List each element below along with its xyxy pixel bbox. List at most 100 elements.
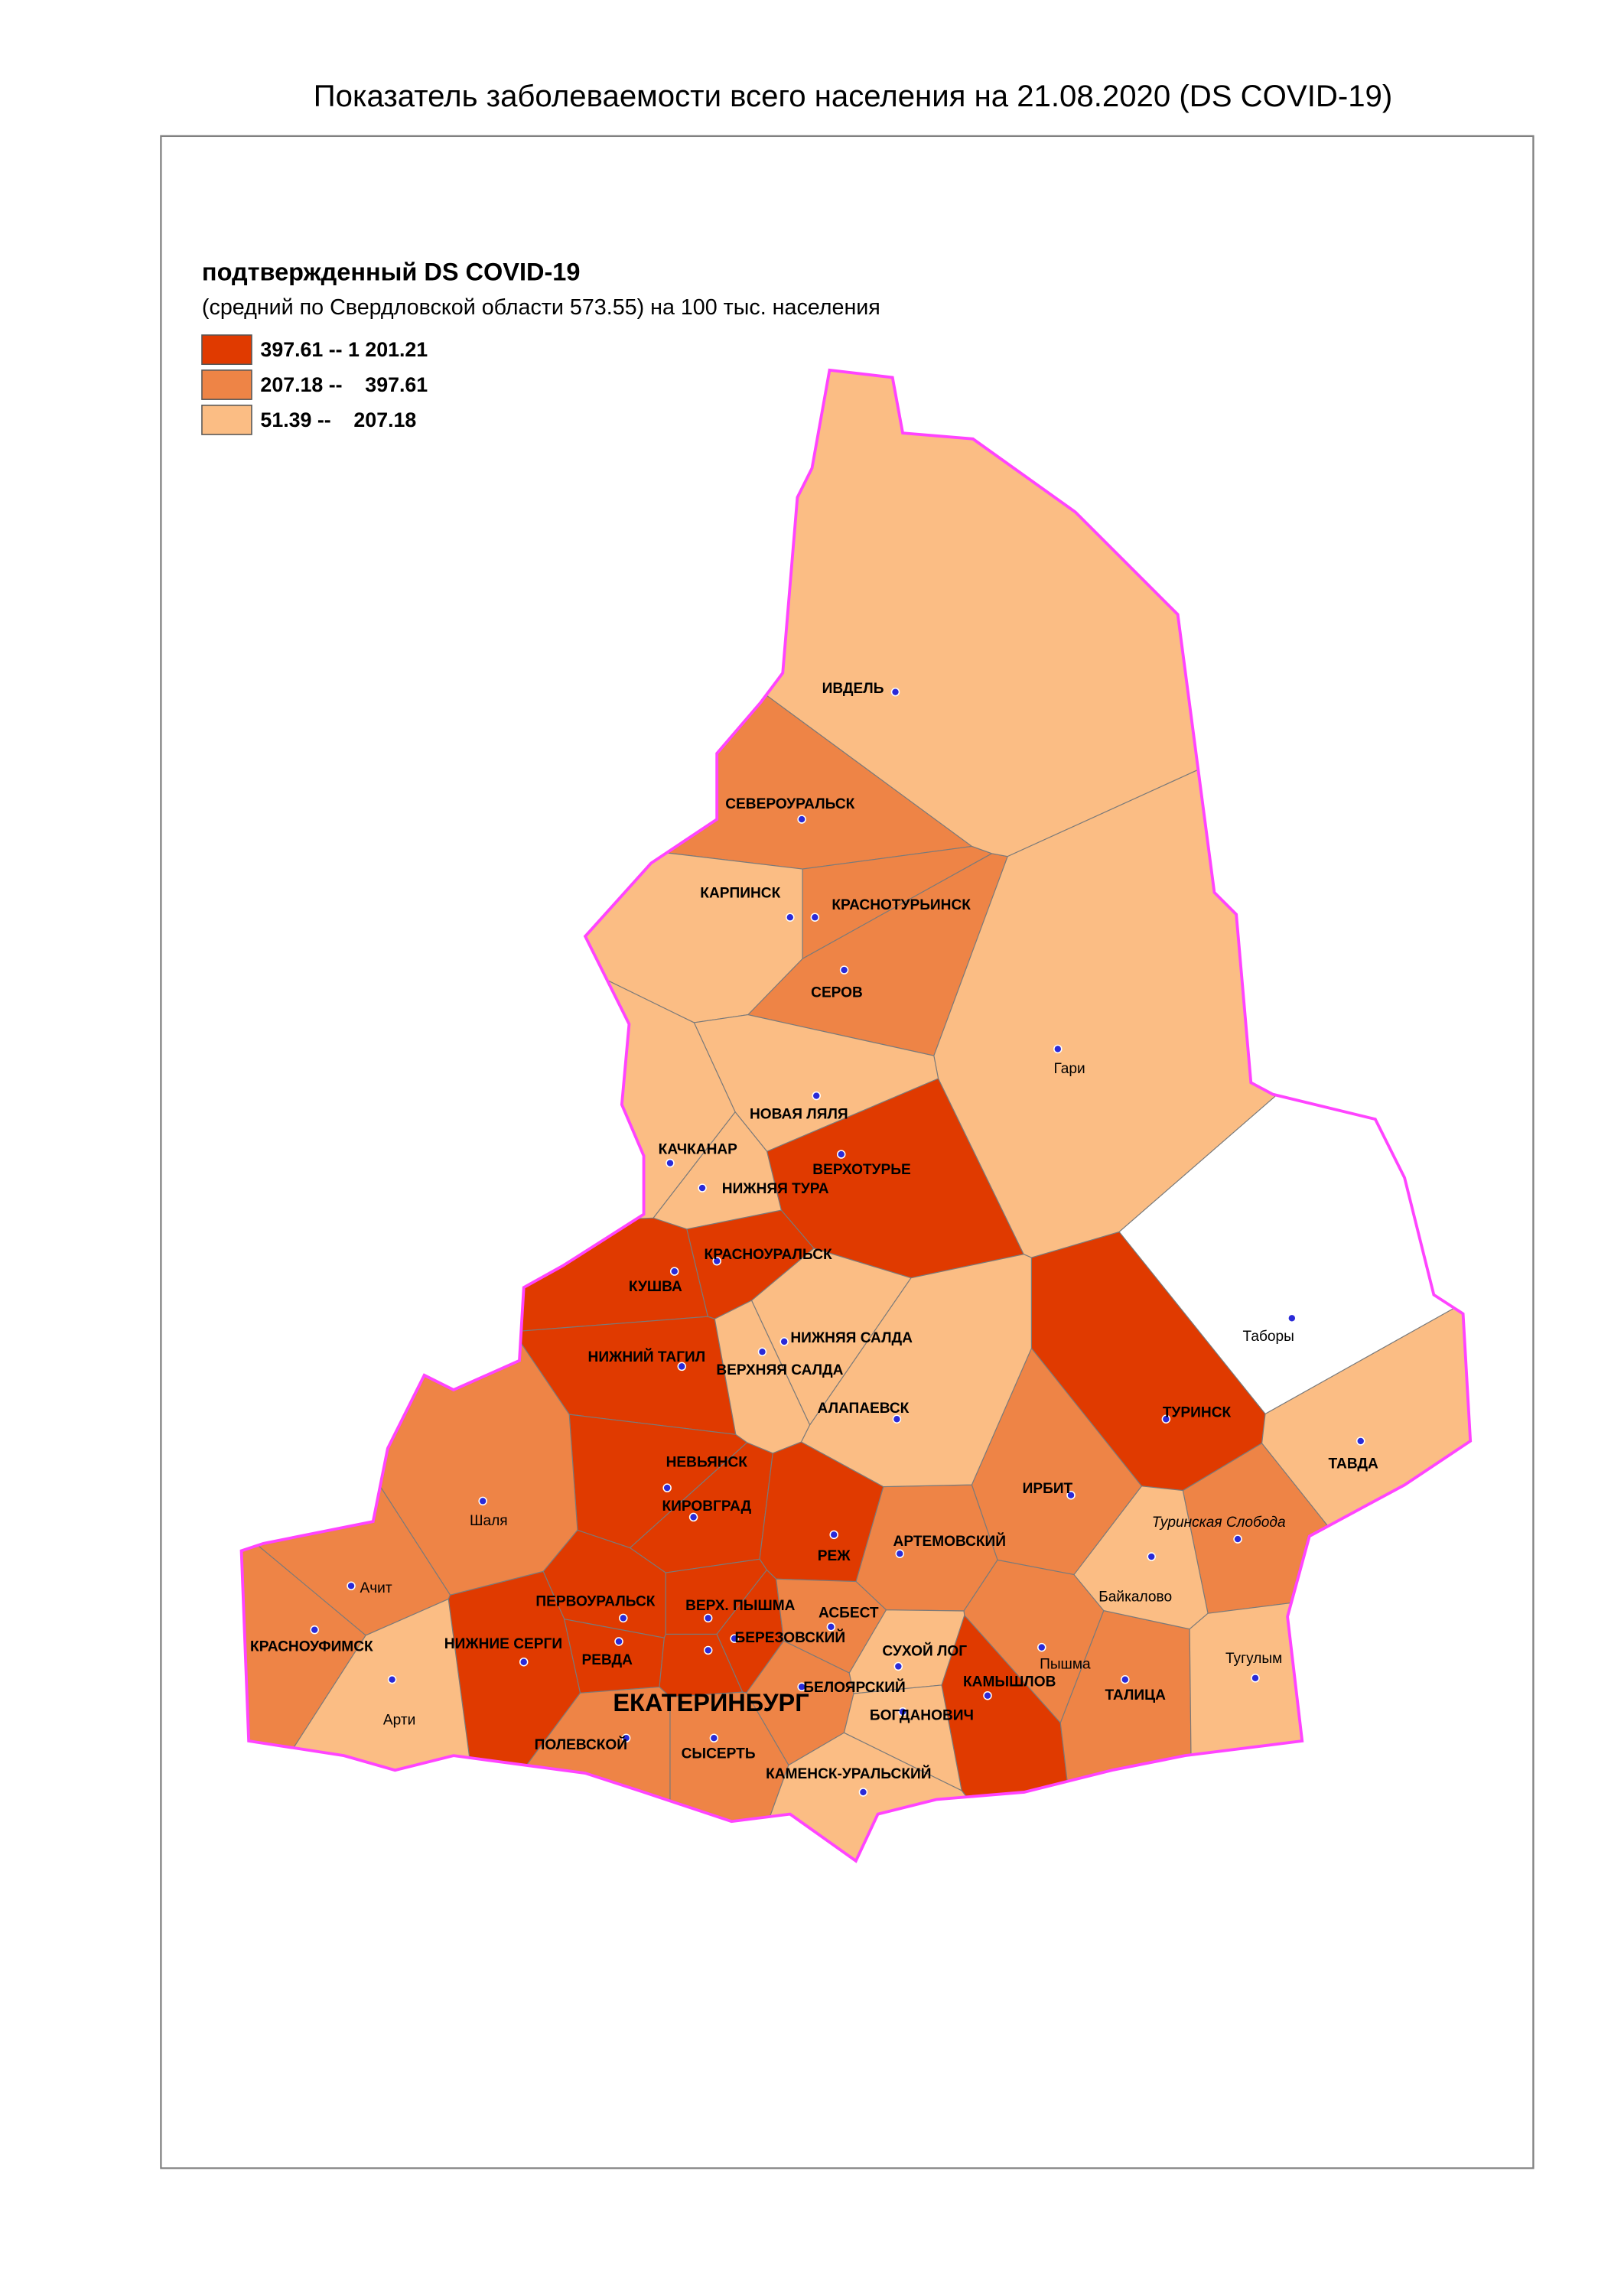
city-dot bbox=[893, 1661, 903, 1671]
place-label: БЕРЕЗОВСКИЙ bbox=[735, 1629, 846, 1646]
place-label: Ачит bbox=[360, 1580, 392, 1596]
place-label: ВЕРХ. ПЫШМА bbox=[685, 1598, 795, 1614]
place-label: РЕЖ bbox=[818, 1548, 851, 1564]
city-dot bbox=[703, 1613, 713, 1623]
place-label: КАМЕНСК-УРАЛЬСКИЙ bbox=[766, 1765, 931, 1782]
overlay: ВЕРХОТУРЬЕ КРАСНОУРАЛЬСК КУШВА НИЖНИЙ ТАГИЛ… bbox=[239, 368, 1473, 1863]
place-label: НОВАЯ ЛЯЛЯ bbox=[750, 1106, 848, 1122]
place-label: СЕВЕРОУРАЛЬСК bbox=[725, 796, 854, 812]
map-title: Показатель заболеваемости всего населени… bbox=[314, 79, 1392, 113]
regions bbox=[241, 369, 1471, 1861]
legend-swatch bbox=[201, 405, 252, 435]
place-label: КУШВА bbox=[629, 1279, 682, 1295]
place-label: СУХОЙ ЛОГ bbox=[882, 1642, 967, 1659]
city-dot bbox=[1356, 1437, 1365, 1446]
city-dot bbox=[1287, 1313, 1297, 1323]
place-label: ИВДЕЛЬ bbox=[822, 681, 884, 697]
city-dot bbox=[829, 1530, 838, 1540]
city-dot bbox=[310, 1625, 319, 1635]
city-dot bbox=[688, 1512, 698, 1522]
place-label: СЕРОВ bbox=[811, 985, 863, 1001]
city-dot bbox=[387, 1674, 397, 1684]
city-dot bbox=[730, 1634, 739, 1643]
legend-label: 51.39 -- 207.18 bbox=[260, 408, 416, 431]
place-label: КРАСНОУФИМСК bbox=[250, 1639, 373, 1655]
city-dot bbox=[810, 913, 820, 922]
city-dot bbox=[812, 1091, 821, 1101]
legend-label: 397.61 -- 1 201.21 bbox=[260, 338, 428, 361]
region bbox=[1189, 1591, 1471, 1861]
place-label: ПОЛЕВСКОЙ bbox=[535, 1736, 627, 1753]
place-label: Байкалово bbox=[1098, 1590, 1172, 1606]
city-dot bbox=[519, 1658, 529, 1667]
city-dot bbox=[347, 1581, 356, 1591]
city-dot bbox=[837, 1150, 846, 1159]
place-label: ИРБИТ bbox=[1023, 1481, 1073, 1497]
place-label: НИЖНЯЯ САЛДА bbox=[790, 1330, 913, 1346]
city-dot bbox=[1251, 1674, 1260, 1683]
place-label: НЕВЬЯНСК bbox=[666, 1455, 748, 1471]
city-dot bbox=[1066, 1490, 1076, 1500]
place-label: АЛАПАЕВСК bbox=[818, 1401, 910, 1417]
city-dot bbox=[757, 1347, 767, 1357]
place-label: БЕЛОЯРСКИЙ bbox=[803, 1679, 905, 1696]
city-dot bbox=[858, 1788, 868, 1797]
city-dot bbox=[619, 1613, 628, 1623]
city-dot bbox=[797, 1682, 806, 1691]
place-label: НИЖНИЕ СЕРГИ bbox=[444, 1636, 562, 1652]
city-dot bbox=[1147, 1552, 1156, 1561]
city-dot bbox=[712, 1256, 721, 1266]
city-dot bbox=[786, 913, 795, 922]
city-dot bbox=[1121, 1674, 1130, 1684]
place-label: ВЕРХОТУРЬЕ bbox=[812, 1162, 910, 1178]
region bbox=[241, 787, 736, 1229]
place-label: Туринская Слобода bbox=[1152, 1515, 1286, 1531]
city-dot bbox=[1233, 1534, 1242, 1544]
region bbox=[653, 1111, 783, 1230]
place-label: КРАСНОТУРЬИНСК bbox=[832, 897, 971, 913]
city-dot bbox=[892, 1414, 902, 1424]
city-dot bbox=[890, 687, 900, 697]
place-label: РЕВДА bbox=[581, 1652, 633, 1668]
place-label: КРАСНОУРАЛЬСК bbox=[705, 1247, 832, 1263]
city-dot bbox=[895, 1549, 904, 1558]
place-label: ПЕРВОУРАЛЬСК bbox=[535, 1593, 655, 1609]
place-label: ЕКАТЕРИНБУРГ bbox=[613, 1689, 809, 1716]
place-label: СЫСЕРТЬ bbox=[682, 1746, 756, 1762]
city-dot bbox=[677, 1362, 687, 1372]
place-label: ТУРИНСК bbox=[1163, 1405, 1232, 1421]
city-dot bbox=[669, 1267, 679, 1276]
city-dot bbox=[478, 1496, 487, 1506]
place-label: ТАЛИЦА bbox=[1105, 1687, 1166, 1703]
city-dot bbox=[839, 965, 849, 975]
place-label: ВЕРХНЯЯ САЛДА bbox=[716, 1362, 843, 1378]
region bbox=[800, 1254, 1032, 1488]
place-label: КИРОВГРАД bbox=[662, 1498, 752, 1515]
city-dot bbox=[662, 1483, 672, 1492]
city-dot bbox=[779, 1337, 789, 1346]
place-label: НИЖНЯЯ ТУРА bbox=[722, 1181, 829, 1197]
place-label: КАРПИНСК bbox=[700, 886, 780, 902]
city-dot bbox=[983, 1690, 992, 1700]
legend-swatch bbox=[201, 369, 252, 400]
place-label: Арти bbox=[383, 1712, 415, 1728]
city-dot bbox=[797, 815, 806, 824]
city-dot bbox=[1037, 1642, 1046, 1652]
place-label: Пышма bbox=[1040, 1657, 1091, 1673]
place-label: Тугулым bbox=[1225, 1651, 1282, 1667]
city-dot bbox=[1161, 1414, 1171, 1424]
map-frame bbox=[160, 135, 1535, 2169]
city-dot bbox=[898, 1707, 907, 1716]
place-label: АСБЕСТ bbox=[819, 1606, 879, 1622]
city-dot bbox=[709, 1733, 719, 1742]
city-dot bbox=[826, 1622, 836, 1632]
legend-swatch bbox=[201, 334, 252, 366]
legend-label: 207.18 -- 397.61 bbox=[260, 373, 428, 396]
place-label: НИЖНИЙ ТАГИЛ bbox=[588, 1349, 706, 1365]
city-dot bbox=[666, 1158, 675, 1168]
place-label: АРТЕМОВСКИЙ bbox=[893, 1533, 1006, 1550]
place-label: КАМЫШЛОВ bbox=[963, 1674, 1056, 1690]
city-dot bbox=[698, 1183, 707, 1193]
place-label: ТАВДА bbox=[1329, 1456, 1378, 1472]
